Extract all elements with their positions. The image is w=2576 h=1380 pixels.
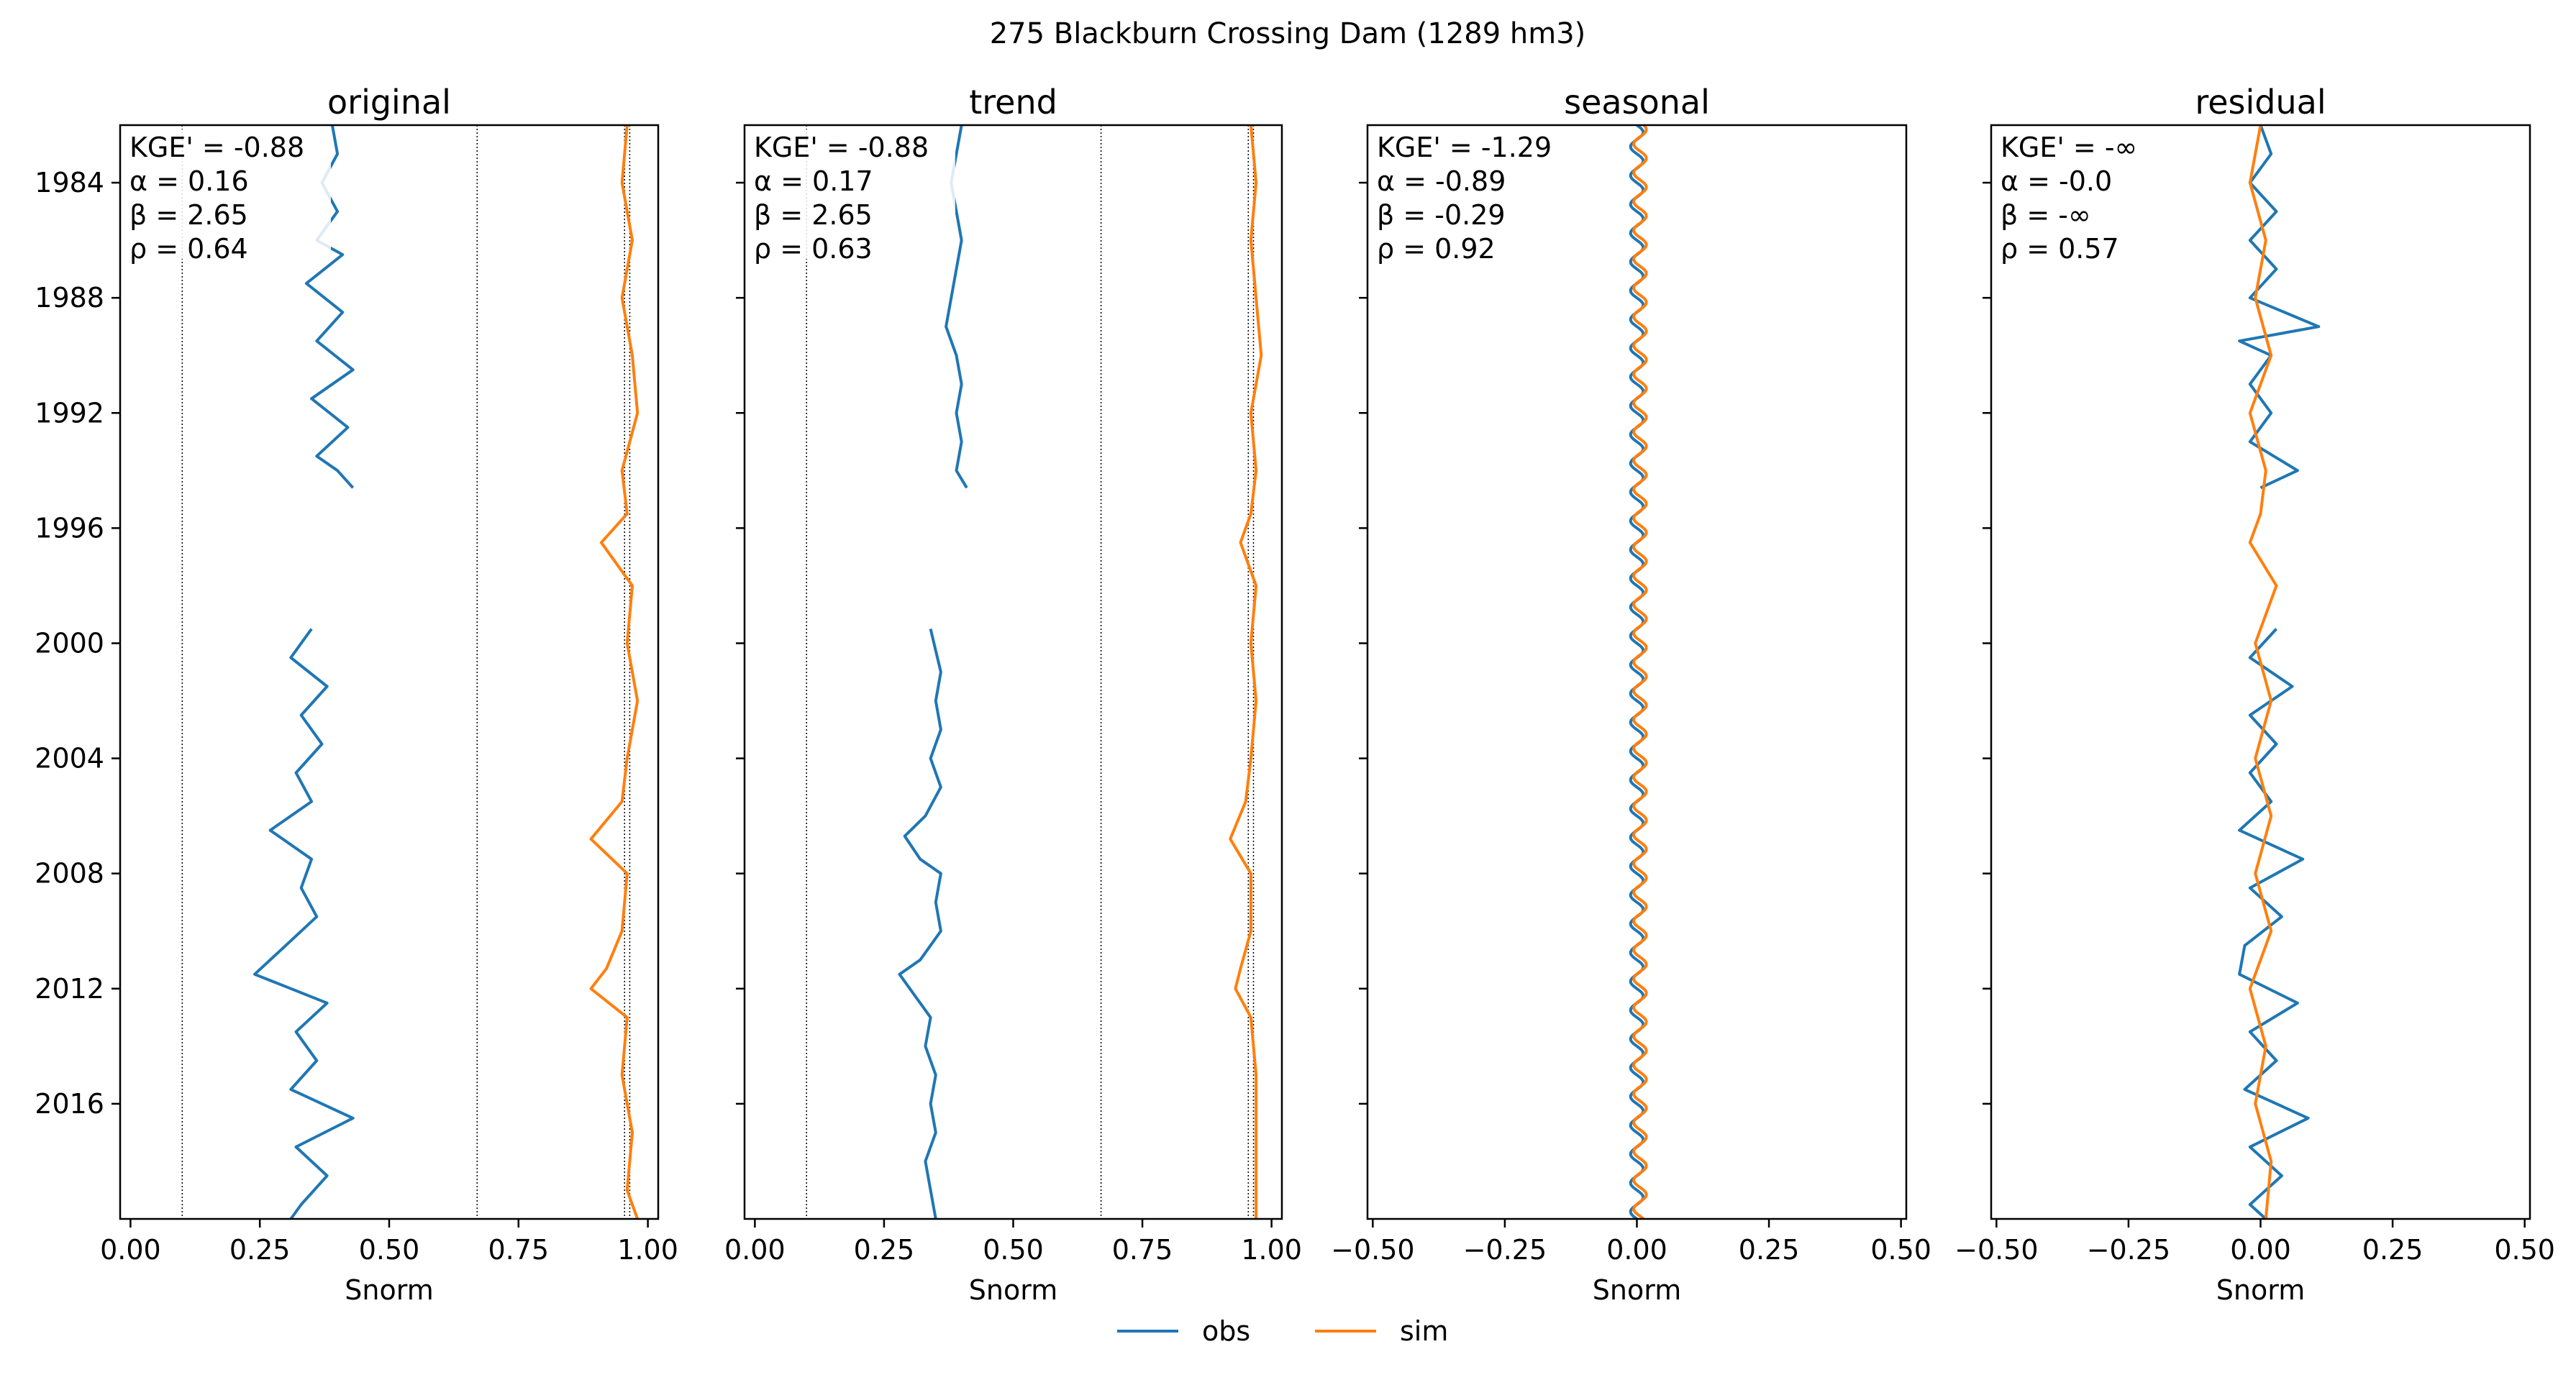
series-obs-line (1629, 125, 1645, 1219)
x-tick-label: 0.00 (100, 1234, 161, 1266)
annotation-background (126, 129, 331, 259)
metric-2: β = 2.65 (129, 199, 248, 231)
series-sim-line (1229, 125, 1263, 1219)
annotation-background (1997, 129, 2202, 259)
x-tick-label: 1.00 (617, 1234, 678, 1266)
metric-3: ρ = 0.64 (129, 233, 248, 265)
x-tick-label: 0.50 (2494, 1234, 2555, 1266)
y-tick-label: 1988 (35, 282, 104, 314)
x-tick-label: −0.50 (1954, 1234, 2038, 1266)
panel-title: trend (969, 83, 1057, 122)
metric-2: β = -∞ (2001, 199, 2091, 231)
metric-0: KGE' = -∞ (2001, 132, 2137, 163)
metrics-annotation: KGE' = -1.29α = -0.89β = -0.29ρ = 0.92 (1373, 129, 1578, 265)
legend-sim-label: sim (1400, 1315, 1448, 1347)
x-tick-label: 0.50 (1870, 1234, 1931, 1266)
metric-0: KGE' = -0.88 (129, 132, 304, 163)
axes-frame (1990, 124, 2531, 1220)
panel-title: original (327, 83, 451, 122)
x-axis-label: Snorm (345, 1274, 433, 1306)
legend: obs sim (1117, 1315, 1448, 1347)
metric-0: KGE' = -1.29 (1377, 132, 1552, 163)
panel-title: residual (2195, 83, 2326, 122)
y-tick-label: 1996 (35, 512, 104, 544)
x-tick-label: 0.50 (359, 1234, 420, 1266)
x-tick-label: 0.75 (1112, 1234, 1173, 1266)
y-tick-label: 2012 (35, 973, 104, 1005)
plot-area (1629, 125, 1648, 1219)
x-tick-label: −0.50 (1331, 1234, 1414, 1266)
metrics-annotation: KGE' = -0.88α = 0.17β = 2.65ρ = 0.63 (750, 129, 955, 265)
series-obs-line (253, 628, 355, 1219)
x-axis-label: Snorm (1593, 1274, 1681, 1306)
plot-area (806, 125, 1263, 1219)
panel-trend: 0.00 0.25 0.50 0.75 1.00 Snorm trend KGE' = -0.… (724, 83, 1302, 1306)
metric-1: α = 0.16 (129, 165, 249, 197)
y-tick-label: 1992 (35, 397, 104, 429)
y-tick-label: 2016 (35, 1088, 104, 1120)
x-tick-label: −0.25 (1463, 1234, 1547, 1266)
metric-1: α = -0.0 (2001, 165, 2112, 197)
metric-1: α = -0.89 (1377, 165, 1506, 197)
series-obs-line (2238, 125, 2321, 490)
series-sim-line (2248, 125, 2278, 1219)
panel-original: 0.00 0.25 0.50 0.75 1.00 Snorm 1984 1988 1992 199… (35, 83, 678, 1306)
axes-frame (119, 124, 660, 1220)
x-axis-label: Snorm (969, 1274, 1057, 1306)
metric-3: ρ = 0.63 (754, 233, 873, 265)
y-tick-label: 2008 (35, 858, 104, 890)
x-axis-label: Snorm (2216, 1274, 2305, 1306)
y-tick-label: 1984 (35, 167, 104, 198)
x-tick-label: 0.25 (1739, 1234, 1800, 1266)
x-tick-label: 0.00 (724, 1234, 786, 1266)
series-obs-line (898, 629, 942, 1219)
x-tick-label: 0.75 (488, 1234, 550, 1266)
x-tick-label: 0.25 (854, 1234, 915, 1266)
figure-suptitle: 275 Blackburn Crossing Dam (1289 hm3) (990, 17, 1586, 50)
x-tick-label: 0.25 (2362, 1234, 2423, 1266)
annotation-background (1373, 129, 1578, 259)
metrics-annotation: KGE' = -∞α = -0.0β = -∞ρ = 0.57 (1997, 129, 2202, 265)
panel-title: seasonal (1564, 83, 1710, 122)
metric-0: KGE' = -0.88 (754, 132, 929, 163)
y-tick-label: 2004 (35, 743, 104, 774)
x-tick-label: 1.00 (1241, 1234, 1302, 1266)
metric-3: ρ = 0.92 (1377, 233, 1496, 265)
axes-frame (743, 124, 1283, 1220)
x-tick-label: 0.50 (983, 1234, 1044, 1266)
panel-residual: −0.50 −0.25 0.00 0.25 0.50 Snorm residual KGE' … (1954, 83, 2555, 1306)
series-sim-line (589, 125, 640, 1219)
x-tick-label: −0.25 (2087, 1234, 2170, 1266)
x-tick-label: 0.00 (2230, 1234, 2291, 1266)
metric-2: β = -0.29 (1377, 199, 1506, 231)
plot-area (2238, 125, 2321, 1219)
annotation-background (750, 129, 955, 259)
series-sim-line (1632, 125, 1648, 1219)
x-tick-label: 0.25 (229, 1234, 291, 1266)
metric-1: α = 0.17 (754, 165, 873, 197)
metrics-annotation: KGE' = -0.88α = 0.16β = 2.65ρ = 0.64 (126, 129, 331, 265)
metric-2: β = 2.65 (754, 199, 873, 231)
panel-seasonal: −0.50 −0.25 0.00 0.25 0.50 Snorm seasonal KGE' … (1331, 83, 1931, 1306)
legend-obs-label: obs (1202, 1315, 1250, 1347)
y-tick-label: 2000 (35, 627, 104, 659)
x-tick-label: 0.00 (1606, 1234, 1667, 1266)
metric-3: ρ = 0.57 (2001, 233, 2119, 265)
plot-area (181, 125, 640, 1219)
series-obs-line (2238, 628, 2310, 1219)
panels: 0.00 0.25 0.50 0.75 1.00 Snorm 1984 1988 1992 199… (35, 83, 2555, 1306)
